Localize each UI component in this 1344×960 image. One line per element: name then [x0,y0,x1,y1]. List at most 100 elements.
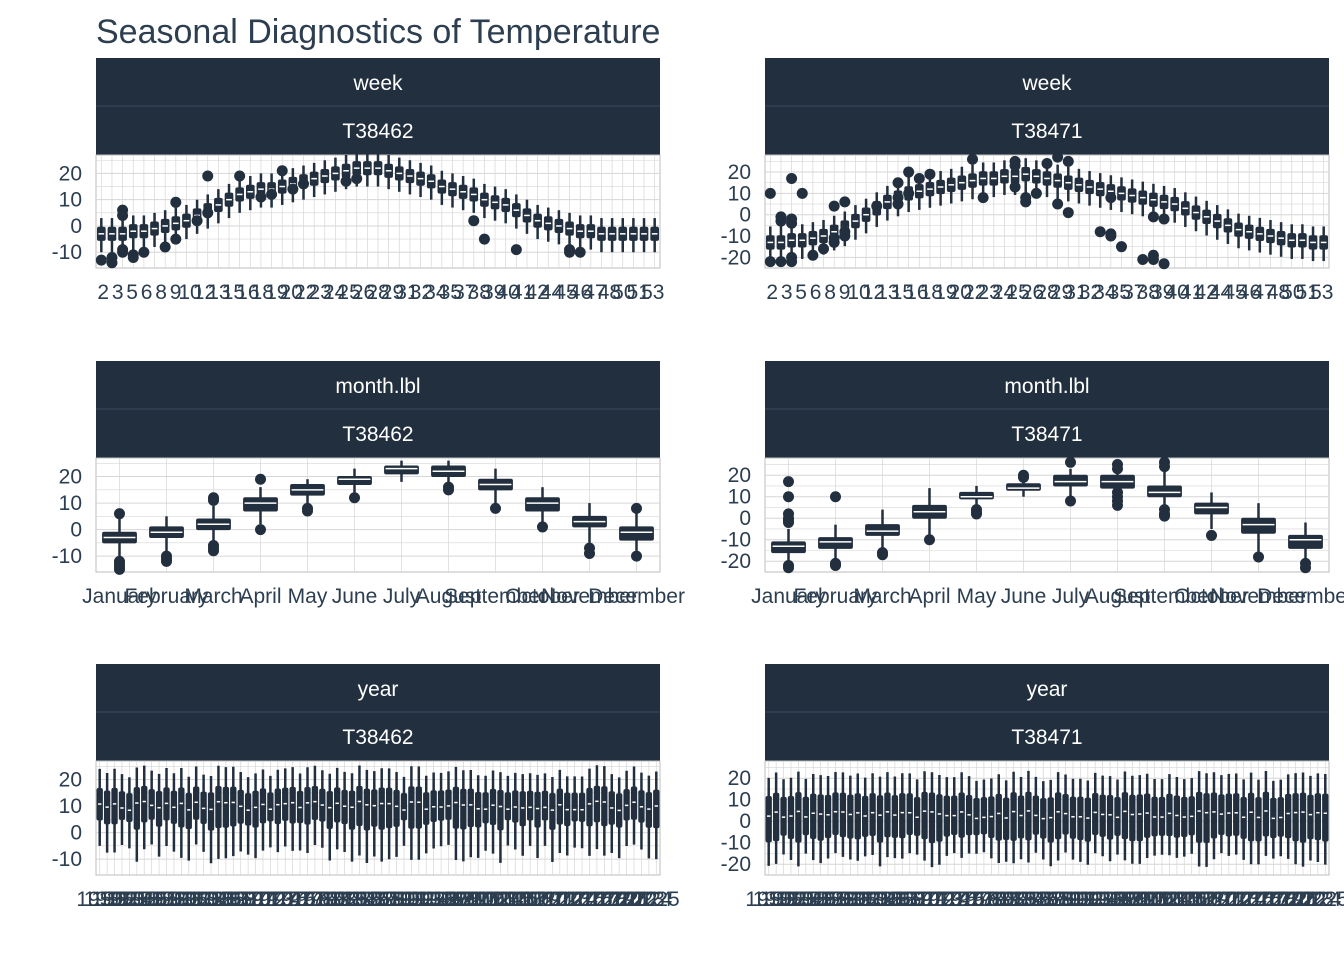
box-body [415,786,422,829]
box-body [1288,534,1323,549]
x-tick-label: 6 [810,281,822,304]
box-44 [554,210,564,245]
box-body [384,465,419,475]
box-body [526,790,534,821]
x-tick-label: 2011 [530,888,575,911]
x-tick-label: 31 [395,281,418,304]
outlier-point [786,217,798,229]
x-tick-label: 1983 [990,888,1037,911]
x-tick-label: 10 [847,281,870,304]
box-1981 [326,773,333,861]
box-body [378,787,385,830]
outlier-point [302,505,313,517]
y-tick-label: 20 [59,162,82,185]
x-tick-label: April [908,585,950,608]
box-1972 [259,769,267,851]
box-body [891,795,899,838]
box-2002 [482,775,489,851]
x-tick-label: 1957 [128,888,175,911]
box-body [1144,793,1151,838]
x-tick-label: 39 [1151,281,1174,304]
x-tick-label: 2003 [1139,888,1186,911]
box-2014 [1240,779,1247,860]
box-1955 [133,767,140,862]
box-body [1006,483,1041,491]
box-1966 [884,772,891,858]
outlier-point [584,547,595,559]
box-2010 [541,773,549,846]
outlier-point [631,550,642,562]
outlier-point [796,187,808,199]
box-2018 [601,766,608,856]
outlier-point [903,187,915,199]
box-body [289,786,296,824]
box-1981 [995,774,1002,863]
x-tick-label: 1957 [797,888,844,911]
box-2011 [1218,775,1225,854]
x-tick-label: 1998 [433,888,480,911]
box-44 [1223,209,1233,245]
x-tick-label: 1958 [805,888,852,911]
box-body [959,491,994,500]
box-body [243,497,278,512]
x-tick-label: 1990 [373,888,420,911]
box-14 [235,178,244,213]
x-tick-label: 1971 [232,888,279,911]
box-body [133,787,140,830]
box-body [1255,797,1262,842]
x-tick-label: 24 [323,281,347,304]
box-2019 [608,774,615,854]
x-tick-label: 31 [1064,281,1087,304]
box-46 [1244,215,1254,251]
x-tick-label: 48 [1267,281,1290,304]
x-tick-label: 26 [1021,281,1044,304]
x-tick-label: 1951 [753,888,800,911]
outlier-point [839,196,851,208]
box-body [185,792,192,830]
x-axis-ticks: 2 3 5 6 8 91012131516181920222324252628293132… [766,281,1333,304]
box-body [619,526,654,541]
box-body [356,785,363,827]
box-1951 [103,773,111,853]
box-body [467,788,474,828]
x-tick-label: 42 [525,281,548,304]
box-body [824,794,832,839]
x-tick-label: 5 [795,281,807,304]
box-25 [1021,158,1031,193]
x-tick-label: 39 [482,281,505,304]
x-tick-label: 2003 [470,888,517,911]
outlier-point [913,172,925,184]
box-2 [776,226,786,262]
box-27 [373,152,383,187]
x-tick-label: 1991 [381,888,428,911]
x-tick-label: 38 [468,281,491,304]
x-tick-label: 1995 [410,888,457,911]
x-tick-label: 9 [839,281,851,304]
x-tick-label: 47 [1252,281,1275,304]
x-tick-label: 2015 [1228,888,1275,911]
box-October [1194,492,1229,529]
x-tick-label: 2008 [507,888,554,911]
x-tick-label: 1953 [768,888,815,911]
strip-label-feature: month.lbl [1004,375,1089,398]
x-tick-label: 1955 [782,888,829,911]
outlier-point [631,502,642,514]
outlier-point [114,563,125,575]
box-2014 [571,776,578,848]
box-1978 [304,767,311,853]
outlier-point [255,191,267,203]
x-tick-label: 18 [251,281,274,304]
box-2023 [1307,775,1314,861]
box-25 [352,152,362,187]
y-tick-label: 0 [739,204,751,227]
x-tick-label: 3 [781,281,793,304]
x-tick-label: 1997 [1094,888,1141,911]
box-body [906,793,913,836]
box-body [385,787,393,829]
box-2011 [549,776,556,863]
box-1987 [1040,781,1047,860]
box-1953 [787,777,795,860]
y-tick-label: -10 [721,529,751,552]
box-body [899,793,906,839]
x-tick-label: 2006 [492,888,539,911]
